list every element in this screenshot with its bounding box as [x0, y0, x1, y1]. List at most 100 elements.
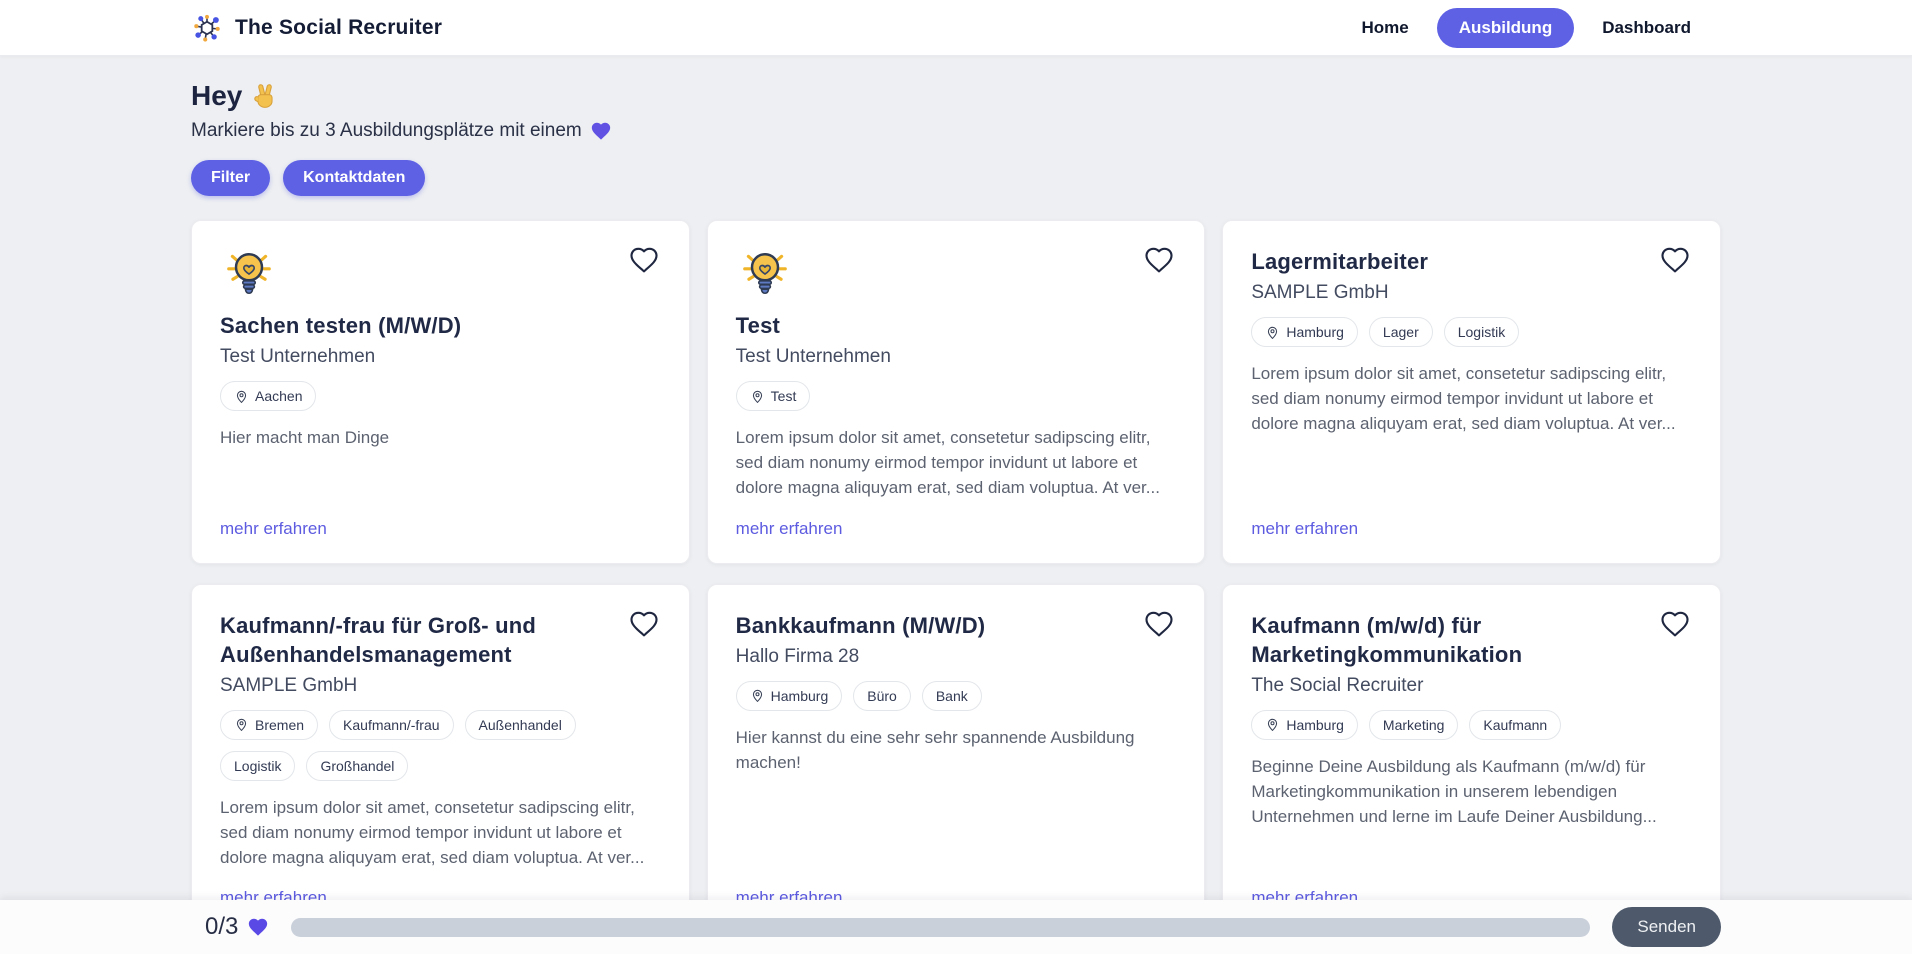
nav-link-ausbildung[interactable]: Ausbildung [1436, 7, 1575, 48]
brand-title: The Social Recruiter [235, 15, 443, 39]
tag-label: Büro [867, 687, 897, 704]
selection-counter: 0/3 [191, 913, 269, 941]
victory-hand-icon [252, 83, 278, 109]
job-card[interactable]: Sachen testen (M/W/D) Test Unternehmen A… [191, 220, 690, 564]
top-navigation-bar: The Social Recruiter Home Ausbildung Das… [0, 0, 1912, 56]
selection-bottom-bar: 0/3 Senden [0, 900, 1912, 954]
tag-chip: Test [735, 381, 811, 412]
tag-label: Kaufmann [1483, 716, 1548, 733]
job-title: Lagermitarbeiter [1251, 249, 1429, 274]
lightbulb-icon [224, 247, 274, 299]
purple-heart-icon [247, 916, 269, 938]
tag-chip: Hamburg [1251, 709, 1358, 740]
greeting-text: Hey [191, 80, 243, 111]
job-title: Kaufmann (m/w/d) für Marketingkommunikat… [1251, 612, 1523, 667]
favorite-heart-button[interactable] [1660, 243, 1694, 277]
network-molecule-icon [191, 12, 223, 44]
mehr-erfahren-link[interactable]: mehr erfahren [1251, 518, 1359, 538]
favorite-heart-button[interactable] [629, 607, 663, 641]
tag-label: Lager [1382, 324, 1419, 341]
company-name: Test Unternehmen [735, 346, 891, 368]
job-title: Sachen testen (M/W/D) [220, 313, 462, 338]
hero-section: Hey Markiere bis zu 3 Ausbildungsplätze … [191, 56, 1721, 196]
job-description: Lorem ipsum dolor sit amet, consetetur s… [735, 428, 1160, 498]
mehr-erfahren-link[interactable]: mehr erfahren [220, 518, 327, 538]
progress-bar [291, 917, 1591, 937]
job-card[interactable]: Bankkaufmann (M/W/D) Hallo Firma 28 Hamb… [706, 583, 1206, 934]
favorite-heart-button[interactable] [1144, 243, 1178, 277]
tag-list: Hamburg Marketing Kaufmann [1251, 709, 1692, 740]
hero-buttons: Filter Kontaktdaten [191, 160, 1721, 196]
tag-list: Aachen [220, 381, 661, 412]
favorite-heart-button[interactable] [1660, 607, 1694, 641]
job-description: Lorem ipsum dolor sit amet, consetetur s… [220, 797, 645, 867]
filter-button[interactable]: Filter [191, 160, 271, 196]
tag-label: Logistik [234, 757, 282, 774]
send-button[interactable]: Senden [1612, 907, 1721, 947]
tag-chip: Hamburg [1251, 317, 1358, 348]
tag-chip: Kaufmann/-frau [329, 709, 454, 740]
mehr-erfahren-link[interactable]: mehr erfahren [735, 518, 843, 538]
tag-chip: Marketing [1368, 709, 1459, 740]
company-name: SAMPLE GmbH [1251, 282, 1389, 304]
tag-label: Aachen [255, 388, 303, 405]
tag-chip: Büro [853, 680, 911, 711]
greeting-heading: Hey [191, 80, 1721, 112]
tag-label: Hamburg [770, 687, 829, 704]
lightbulb-icon [740, 247, 790, 299]
tag-list: Hamburg Büro Bank [735, 680, 1177, 711]
company-name: Hallo Firma 28 [735, 645, 860, 667]
tag-chip: Bank [921, 680, 982, 711]
location-pin-icon [1265, 717, 1280, 732]
job-card[interactable]: Kaufmann/-frau für Groß- und Außenhandel… [191, 583, 690, 934]
tag-chip: Bremen [220, 709, 319, 740]
location-pin-icon [234, 389, 249, 404]
tag-chip: Großhandel [306, 750, 409, 781]
main-nav: Home Ausbildung Dashboard [1361, 7, 1721, 48]
tag-chip: Logistik [1443, 317, 1520, 348]
hero-subtitle-text: Markiere bis zu 3 Ausbildungsplätze mit … [191, 120, 582, 141]
hero-subtitle: Markiere bis zu 3 Ausbildungsplätze mit … [191, 120, 1721, 142]
tag-chip: Aachen [220, 381, 317, 412]
tag-label: Marketing [1382, 716, 1445, 733]
tag-label: Großhandel [320, 757, 395, 774]
tag-label: Kaufmann/-frau [343, 716, 440, 733]
location-pin-icon [750, 389, 765, 404]
tag-chip: Logistik [220, 750, 296, 781]
tag-label: Außenhandel [478, 716, 562, 733]
location-pin-icon [234, 717, 249, 732]
tag-list: Hamburg Lager Logistik [1251, 317, 1692, 348]
job-card-grid: Sachen testen (M/W/D) Test Unternehmen A… [191, 220, 1721, 954]
job-description: Beginne Deine Ausbildung als Kaufmann (m… [1251, 756, 1657, 826]
tag-label: Logistik [1457, 324, 1506, 341]
favorite-heart-button[interactable] [1144, 607, 1178, 641]
job-description: Hier macht man Dinge [220, 428, 390, 448]
nav-link-dashboard[interactable]: Dashboard [1602, 17, 1691, 37]
tag-list: Test [735, 381, 1177, 412]
selection-counter-text: 0/3 [205, 913, 239, 940]
tag-chip: Außenhandel [464, 709, 576, 740]
location-pin-icon [1265, 325, 1280, 340]
job-title: Bankkaufmann (M/W/D) [735, 612, 986, 638]
tag-chip: Lager [1368, 317, 1433, 348]
tag-list: Bremen Kaufmann/-frau Außenhandel Logist… [220, 709, 661, 781]
job-card[interactable]: Test Test Unternehmen Test Lorem ipsum d… [706, 220, 1206, 564]
tag-chip: Hamburg [735, 680, 843, 711]
company-name: The Social Recruiter [1251, 674, 1424, 696]
tag-label: Bank [935, 687, 968, 704]
job-title: Kaufmann/-frau für Groß- und Außenhandel… [220, 612, 537, 667]
job-card[interactable]: Kaufmann (m/w/d) für Marketingkommunikat… [1222, 583, 1721, 934]
tag-label: Hamburg [1286, 716, 1344, 733]
job-title: Test [735, 313, 781, 338]
favorite-heart-button[interactable] [629, 243, 663, 277]
main-content: Hey Markiere bis zu 3 Ausbildungsplätze … [191, 56, 1721, 954]
company-name: SAMPLE GmbH [220, 674, 358, 696]
brand[interactable]: The Social Recruiter [191, 12, 442, 44]
job-description: Hier kannst du eine sehr sehr spannende … [735, 727, 1135, 772]
job-description: Lorem ipsum dolor sit amet, consetetur s… [1251, 364, 1676, 434]
job-card[interactable]: Lagermitarbeiter SAMPLE GmbH Hamburg Lag… [1222, 220, 1721, 564]
location-pin-icon [750, 688, 765, 703]
tag-label: Test [770, 388, 797, 405]
kontaktdaten-button[interactable]: Kontaktdaten [283, 160, 426, 196]
nav-link-home[interactable]: Home [1361, 17, 1409, 37]
